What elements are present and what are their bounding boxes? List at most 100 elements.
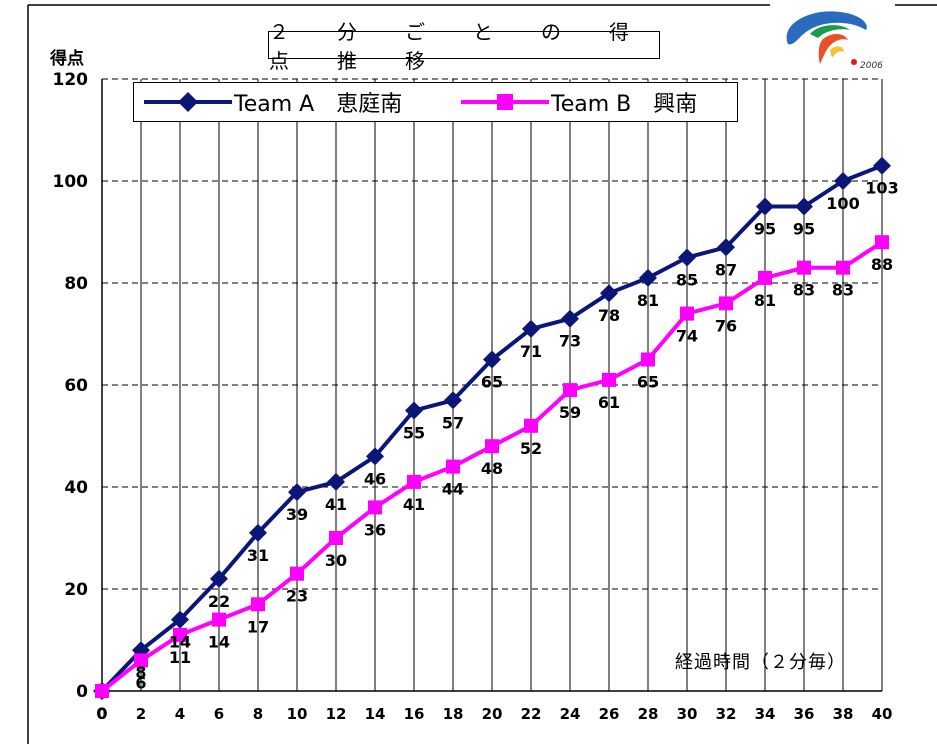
data-point-team-a <box>249 523 267 542</box>
data-point-team-b <box>602 372 616 387</box>
logo-caption: 2006 <box>860 61 883 71</box>
x-tick-label: 10 <box>287 705 308 723</box>
x-tick-label: 30 <box>677 705 698 723</box>
y-tick-label: 100 <box>53 172 89 192</box>
x-axis-label: 経過時間（２分毎） <box>675 652 846 673</box>
data-point-team-b <box>680 306 694 321</box>
legend-marker-team-a <box>144 91 232 112</box>
event-logo: 2006 <box>786 11 883 71</box>
data-point-team-b <box>368 500 382 515</box>
data-point-team-a <box>834 172 852 190</box>
data-label-team-b: 23 <box>286 587 308 606</box>
data-label-team-b: 11 <box>169 648 191 667</box>
data-point-team-a <box>483 350 501 369</box>
data-label-team-b: 61 <box>598 393 620 412</box>
legend-marker-team-b <box>461 93 549 110</box>
data-point-team-a <box>171 610 189 629</box>
data-point-team-a <box>444 391 462 410</box>
y-tick-label: 120 <box>53 70 89 90</box>
data-label-team-a: 14 <box>169 633 191 652</box>
data-label-team-a: 78 <box>598 306 620 325</box>
data-point-team-b <box>95 684 109 698</box>
x-tick-label: 8 <box>253 705 263 723</box>
data-label-team-b: 88 <box>871 255 893 274</box>
data-label-team-b: 17 <box>247 617 269 636</box>
data-label-team-a: 41 <box>325 495 347 514</box>
data-point-team-b <box>485 439 499 454</box>
data-label-team-a: 55 <box>403 424 425 443</box>
data-point-team-a <box>522 319 540 338</box>
data-point-team-b <box>641 352 655 367</box>
x-tick-label: 6 <box>214 705 224 723</box>
data-point-team-b <box>875 235 889 250</box>
y-tick-label: 0 <box>76 682 88 702</box>
data-point-team-b <box>173 627 187 642</box>
data-point-team-b <box>329 531 343 545</box>
chart-title: ２ 分 ご と の 得 点 推 移 <box>268 20 663 73</box>
x-tick-label: 16 <box>404 705 425 723</box>
data-point-team-b <box>407 474 421 489</box>
y-tick-label: 80 <box>64 274 88 294</box>
legend: Team A 恵庭南 Team B 興南 <box>133 82 738 122</box>
data-point-team-a <box>600 284 618 303</box>
data-label-team-b: 74 <box>676 327 698 346</box>
data-label-team-a: 103 <box>865 179 898 198</box>
x-tick-label: 14 <box>365 705 386 723</box>
data-label-team-b: 6 <box>135 673 146 692</box>
data-point-team-a <box>795 197 813 216</box>
legend-label-team-a: Team A 恵庭南 <box>234 91 403 117</box>
data-label-team-b: 83 <box>793 281 815 300</box>
data-label-team-a: 71 <box>520 342 542 361</box>
data-label-team-a: 57 <box>442 413 464 432</box>
data-point-team-a <box>678 248 696 267</box>
data-point-team-b <box>836 260 850 275</box>
data-point-team-b <box>797 260 811 275</box>
data-label-team-a: 100 <box>826 194 859 213</box>
y-tick-label: 20 <box>64 580 88 600</box>
x-tick-label: 26 <box>599 705 620 723</box>
data-point-team-b <box>251 597 265 612</box>
data-label-team-a: 73 <box>559 332 581 351</box>
legend-item-team-b: Team B 興南 <box>459 83 697 120</box>
data-point-team-b <box>212 612 226 627</box>
data-label-team-a: 22 <box>208 592 230 611</box>
data-point-team-b <box>758 270 772 285</box>
data-label-team-b: 65 <box>637 373 659 392</box>
data-label-team-a: 81 <box>637 291 659 310</box>
data-point-team-a <box>756 197 774 216</box>
y-axis-label: 得点 <box>50 49 84 69</box>
chart-title-text: ２ 分 ご と の 得 点 推 移 <box>269 20 677 73</box>
y-tick-label: 40 <box>64 478 88 498</box>
data-label-team-b: 0 <box>96 704 107 723</box>
x-tick-label: 36 <box>794 705 815 723</box>
data-point-team-a <box>210 569 228 588</box>
legend-item-team-a: Team A 恵庭南 <box>142 83 402 120</box>
data-point-team-b <box>290 566 304 581</box>
data-label-team-a: 87 <box>715 260 737 279</box>
data-label-team-b: 83 <box>832 281 854 300</box>
data-label-team-b: 76 <box>715 316 737 335</box>
data-label-team-b: 14 <box>208 633 230 652</box>
data-label-team-b: 59 <box>559 403 581 422</box>
x-tick-label: 38 <box>833 705 854 723</box>
data-point-team-a <box>288 483 306 502</box>
x-tick-label: 18 <box>443 705 464 723</box>
x-tick-label: 22 <box>521 705 542 723</box>
data-label-team-a: 31 <box>247 546 269 565</box>
data-point-team-b <box>563 383 577 398</box>
data-label-team-b: 36 <box>364 520 386 539</box>
data-point-team-a <box>561 309 579 328</box>
data-label-team-a: 0 <box>96 704 107 723</box>
data-label-team-a: 95 <box>754 220 776 239</box>
data-point-team-a <box>366 447 384 466</box>
data-label-team-a: 65 <box>481 373 503 392</box>
data-label-team-b: 48 <box>481 459 503 478</box>
data-point-team-a <box>873 156 891 175</box>
data-point-team-b <box>134 653 148 668</box>
data-label-team-a: 8 <box>135 663 146 682</box>
y-tick-label: 60 <box>64 376 88 396</box>
x-tick-label: 4 <box>175 705 185 723</box>
data-label-team-b: 81 <box>754 291 776 310</box>
